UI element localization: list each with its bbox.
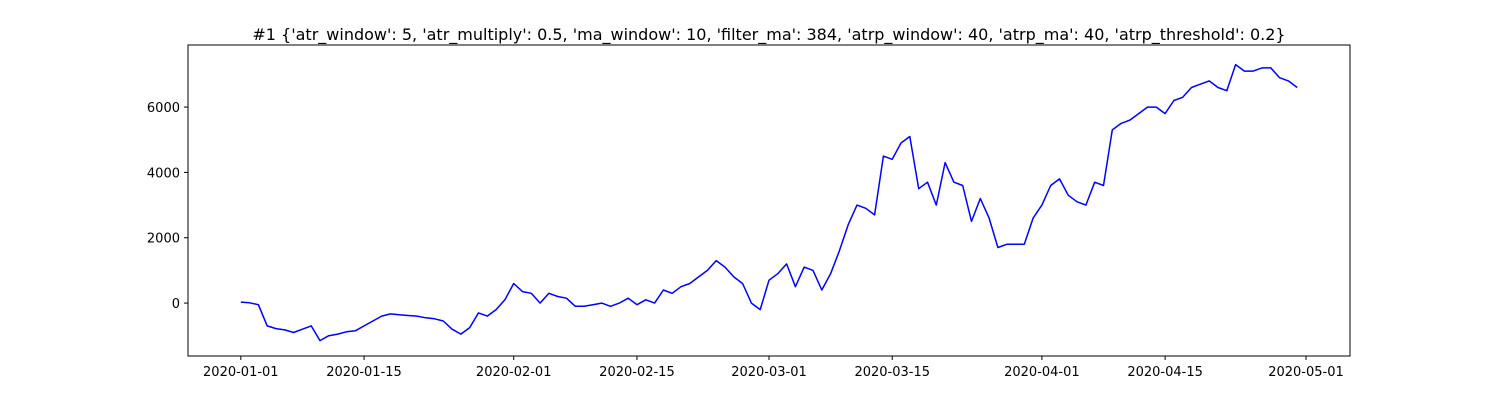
x-tick-label: 2020-03-01 bbox=[731, 365, 807, 380]
x-tick-label: 2020-04-15 bbox=[1127, 365, 1203, 380]
x-tick-label: 2020-03-15 bbox=[854, 365, 930, 380]
x-tick-label: 2020-01-15 bbox=[326, 365, 402, 380]
x-tick-label: 2020-02-15 bbox=[599, 365, 675, 380]
y-tick-label: 2000 bbox=[147, 232, 180, 247]
line-series bbox=[240, 63, 1298, 342]
y-tick-label: 0 bbox=[172, 297, 180, 312]
x-tick-label: 2020-04-01 bbox=[1004, 365, 1080, 380]
x-tick-label: 2020-05-01 bbox=[1268, 365, 1344, 380]
x-tick-label: 2020-01-01 bbox=[203, 365, 279, 380]
y-tick-label: 4000 bbox=[147, 166, 180, 181]
x-tick-label: 2020-02-01 bbox=[476, 365, 552, 380]
plot-frame bbox=[187, 44, 1351, 357]
y-tick-label: 6000 bbox=[147, 101, 180, 116]
chart-title: #1 {'atr_window': 5, 'atr_multiply': 0.5… bbox=[252, 25, 1285, 45]
